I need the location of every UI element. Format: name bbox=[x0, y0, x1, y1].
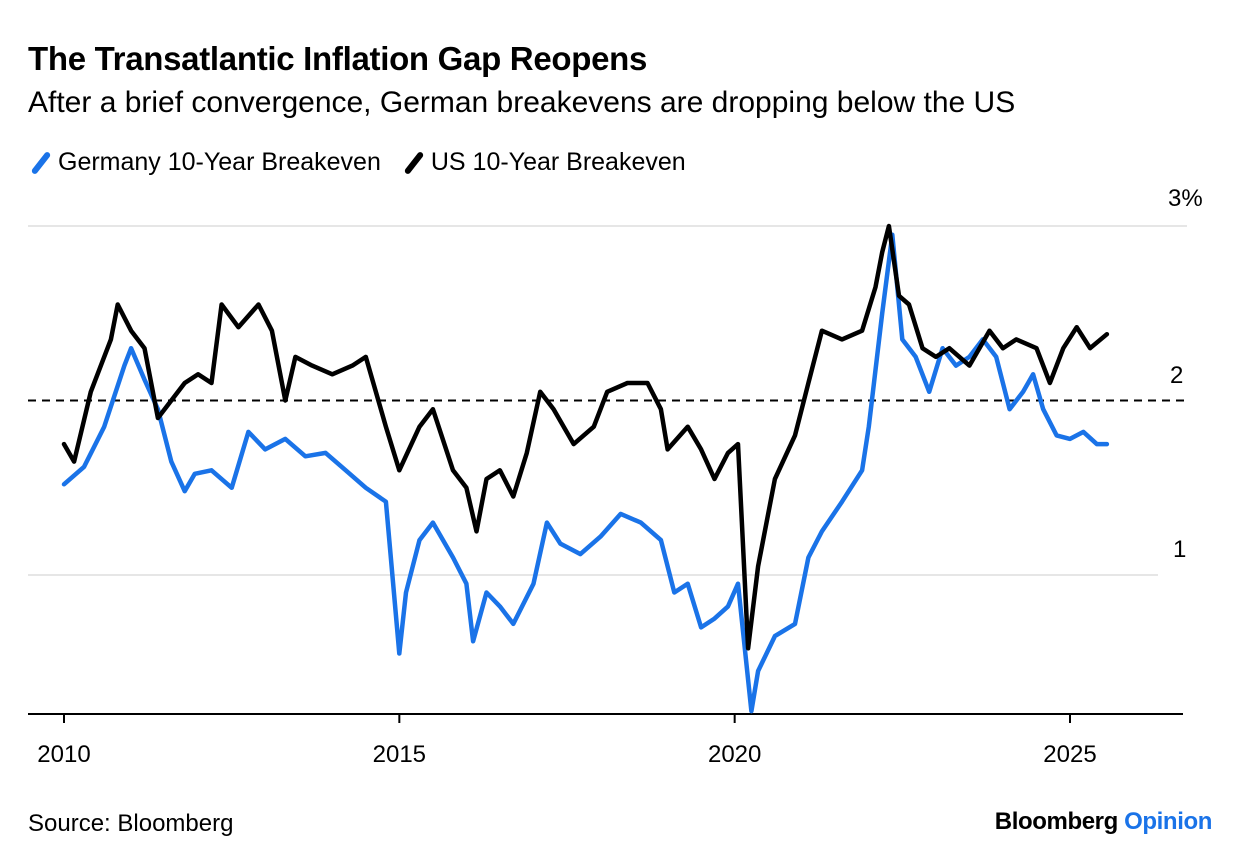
legend: Germany 10-Year Breakeven US 10-Year Bre… bbox=[30, 148, 708, 177]
y-tick-label-3: 3% bbox=[1168, 185, 1203, 212]
brand-name: Bloomberg bbox=[994, 808, 1118, 835]
y-tick-label-1: 1 bbox=[1173, 536, 1186, 563]
x-tick-label-2015: 2015 bbox=[373, 741, 426, 768]
x-tick-label-2025: 2025 bbox=[1043, 741, 1096, 768]
brand-suffix: Opinion bbox=[1124, 808, 1212, 835]
legend-item-germany: Germany 10-Year Breakeven bbox=[30, 148, 381, 177]
series-line-us bbox=[61, 223, 1110, 651]
legend-label-germany: Germany 10-Year Breakeven bbox=[58, 148, 381, 176]
series-line-germany bbox=[61, 232, 1110, 714]
y-tick-label-2: 2 bbox=[1170, 362, 1183, 389]
chart-subtitle: After a brief convergence, German breake… bbox=[28, 86, 1016, 119]
brand-logo: Bloomberg Opinion bbox=[994, 808, 1213, 836]
source-note: Source: Bloomberg bbox=[28, 810, 234, 837]
x-tick-label-2020: 2020 bbox=[708, 741, 761, 768]
legend-label-us: US 10-Year Breakeven bbox=[430, 148, 686, 176]
x-tick-label-2010: 2010 bbox=[37, 741, 90, 768]
legend-item-us: US 10-Year Breakeven bbox=[403, 148, 686, 177]
chart-title: The Transatlantic Inflation Gap Reopens bbox=[28, 40, 648, 77]
